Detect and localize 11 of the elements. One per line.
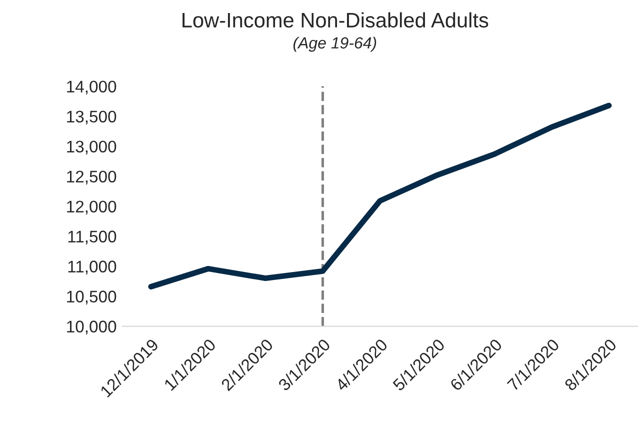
y-tick-label: 10,000	[67, 320, 116, 334]
y-tick-label: 13,000	[67, 140, 116, 154]
y-tick-label: 14,000	[67, 80, 116, 94]
y-tick-label: 12,000	[67, 200, 116, 214]
y-tick-label: 11,500	[68, 230, 116, 244]
y-tick-label: 11,000	[68, 260, 116, 274]
y-tick-label: 12,500	[67, 170, 116, 184]
chart-subtitle: (Age 19-64)	[293, 36, 376, 52]
y-tick-label: 10,500	[67, 290, 116, 304]
chart-title: Low-Income Non-Disabled Adults	[182, 12, 488, 28]
y-tick-label: 13,500	[67, 110, 116, 124]
